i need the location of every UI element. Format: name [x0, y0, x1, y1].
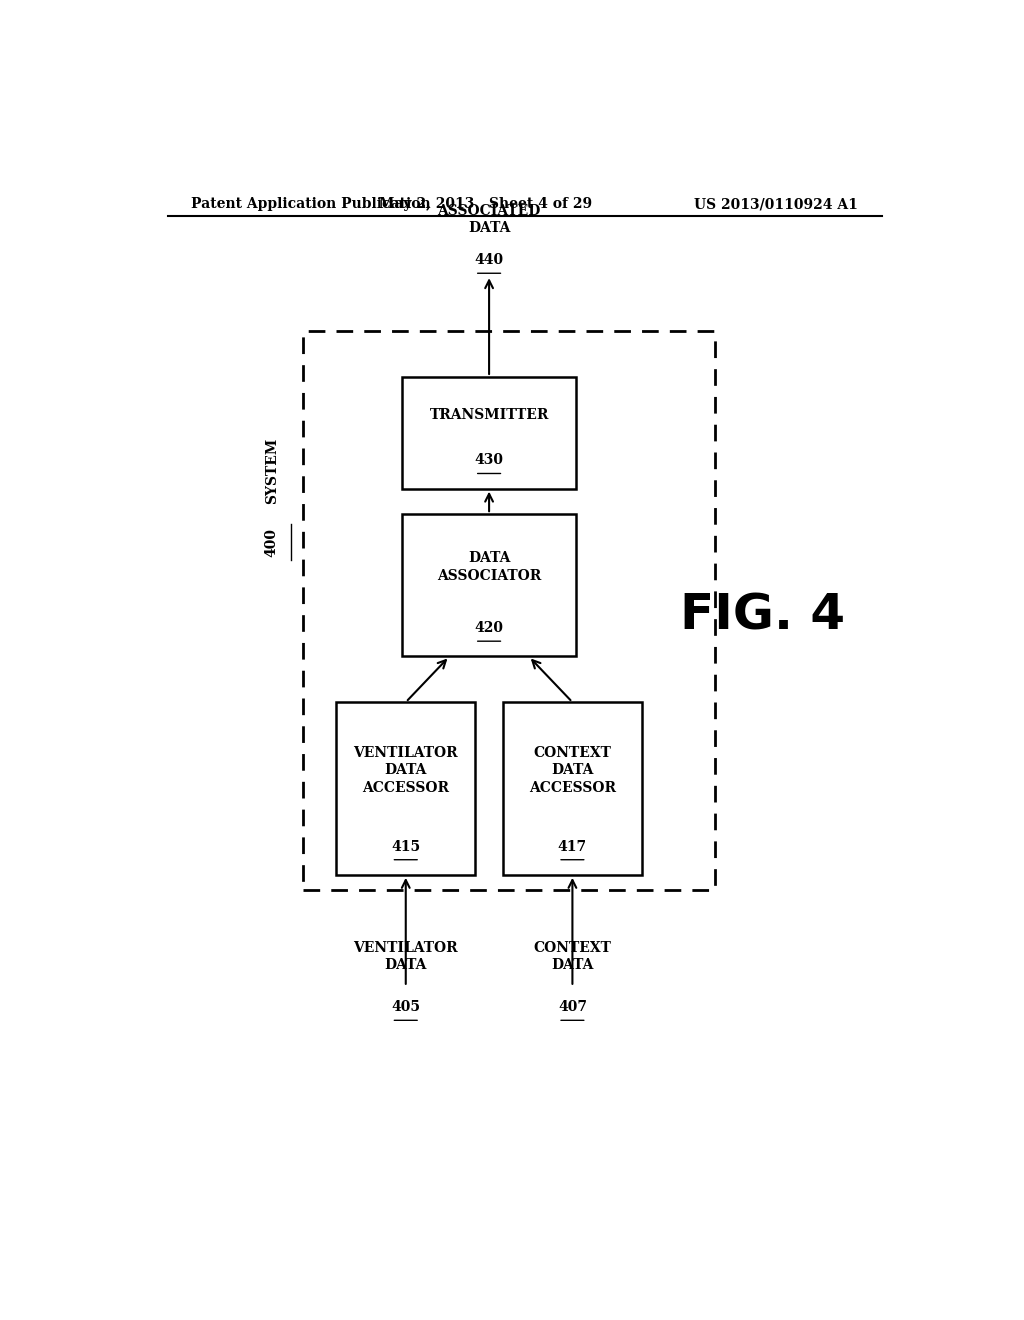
Text: 405: 405 — [391, 1001, 420, 1014]
Text: ASSOCIATED
DATA: ASSOCIATED DATA — [437, 203, 541, 235]
Text: TRANSMITTER: TRANSMITTER — [429, 408, 549, 421]
Text: 440: 440 — [474, 253, 504, 267]
Text: CONTEXT
DATA: CONTEXT DATA — [534, 941, 611, 972]
Text: May 2, 2013   Sheet 4 of 29: May 2, 2013 Sheet 4 of 29 — [379, 197, 592, 211]
Bar — [303, 331, 715, 890]
Text: DATA
ASSOCIATOR: DATA ASSOCIATOR — [437, 552, 542, 582]
Text: SYSTEM: SYSTEM — [265, 438, 279, 504]
Bar — [401, 378, 577, 488]
Text: CONTEXT
DATA
ACCESSOR: CONTEXT DATA ACCESSOR — [529, 746, 615, 795]
Text: Patent Application Publication: Patent Application Publication — [191, 197, 431, 211]
Text: FIG. 4: FIG. 4 — [680, 591, 846, 640]
Text: 400: 400 — [265, 528, 279, 557]
Text: 420: 420 — [474, 620, 504, 635]
Text: US 2013/0110924 A1: US 2013/0110924 A1 — [694, 197, 858, 211]
Text: 407: 407 — [558, 1001, 587, 1014]
Text: VENTILATOR
DATA: VENTILATOR DATA — [353, 941, 458, 972]
Text: VENTILATOR
DATA
ACCESSOR: VENTILATOR DATA ACCESSOR — [353, 746, 458, 795]
Bar — [401, 515, 577, 656]
Text: 415: 415 — [391, 840, 420, 854]
Bar — [336, 702, 475, 875]
Bar — [503, 702, 642, 875]
Text: 430: 430 — [474, 453, 504, 467]
Text: 417: 417 — [558, 840, 587, 854]
